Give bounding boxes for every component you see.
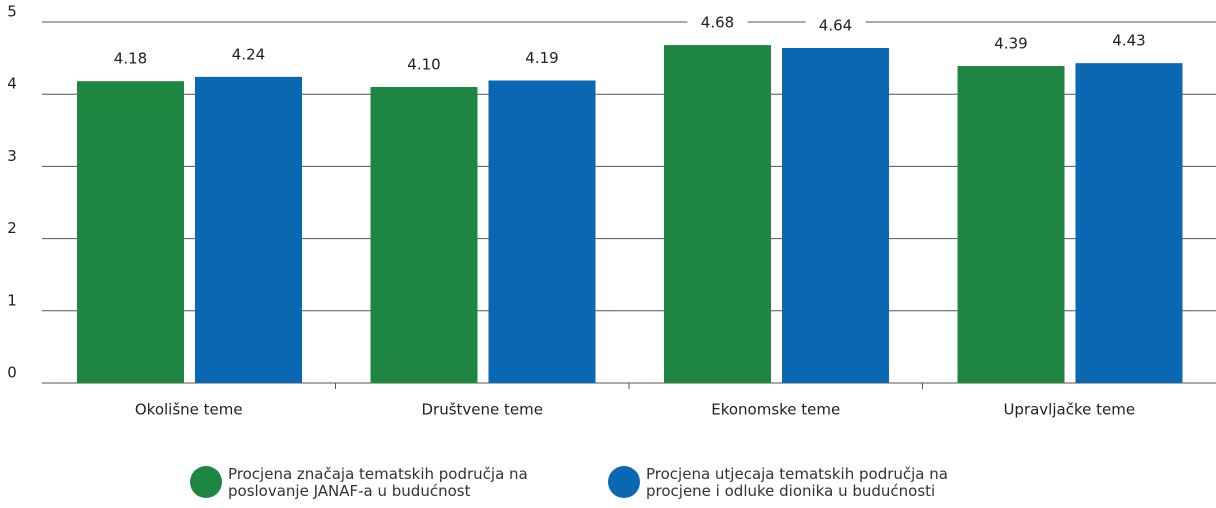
label-bg (394, 52, 454, 77)
label-bg (981, 32, 1041, 57)
label-bg (512, 46, 572, 71)
y-tick-label: 0 (7, 364, 17, 382)
data-label: 4.18 (114, 50, 147, 68)
bar (782, 47, 889, 383)
legend-swatch (608, 466, 640, 498)
chart: 0 1 2 3 4 5 Okolišne teme 4.18 4.24 Društvene tem… (7, 3, 1216, 419)
bar (370, 86, 478, 383)
bar (77, 81, 184, 383)
data-label: 4.68 (701, 14, 734, 32)
x-tick-label: Ekonomske teme (711, 401, 840, 419)
legend-swatch (190, 466, 222, 498)
bar (957, 66, 1065, 384)
data-label: 4.43 (1112, 32, 1145, 50)
label-bg (100, 47, 161, 72)
data-label: 4.39 (994, 35, 1027, 53)
label-bg (1099, 29, 1159, 54)
x-tick-label: Okolišne teme (135, 401, 243, 419)
bar (488, 80, 596, 384)
data-label: 4.64 (819, 16, 852, 34)
y-tick-label: 3 (7, 147, 17, 165)
label-bg (687, 11, 748, 36)
data-label: 4.24 (232, 45, 265, 63)
label-bg (218, 42, 279, 67)
legend-label: Procjena utjecaja tematskih područja na … (646, 465, 948, 500)
data-label: 4.19 (525, 49, 558, 67)
x-tick-label: Upravljačke teme (1003, 401, 1135, 419)
x-tick-label: Društvene teme (422, 401, 543, 419)
legend-item: Procjena utjecaja tematskih područja na … (608, 466, 996, 500)
bar (664, 45, 771, 383)
label-bg (805, 13, 866, 38)
y-tick-label: 2 (7, 219, 17, 237)
y-tick-label: 5 (7, 3, 17, 21)
data-label: 4.10 (407, 55, 440, 73)
legend-item: Procjena značaja tematskih područja na p… (190, 466, 578, 500)
bar (1075, 63, 1183, 384)
legend-label: Procjena značaja tematskih područja na p… (228, 465, 528, 500)
y-tick-label: 1 (7, 291, 17, 309)
y-tick-label: 4 (7, 75, 17, 93)
bar (195, 76, 302, 383)
